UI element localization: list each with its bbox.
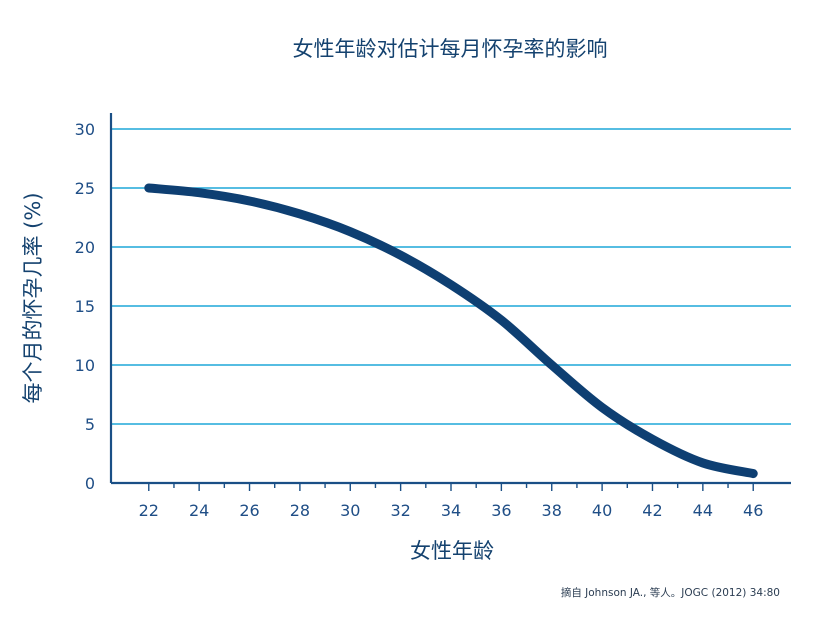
x-tick-label: 42 <box>642 501 662 520</box>
x-axis-ticks: 22 24 26 28 30 32 34 36 38 40 42 44 46 <box>139 483 763 520</box>
y-axis-label: 每个月的怀孕几率 (%) <box>21 192 45 403</box>
x-tick-label: 28 <box>290 501 310 520</box>
x-tick-label: 40 <box>592 501 612 520</box>
x-tick-label: 26 <box>239 501 259 520</box>
y-tick-label: 20 <box>75 238 95 257</box>
y-tick-label: 10 <box>75 356 95 375</box>
x-tick-label: 36 <box>491 501 511 520</box>
x-tick-label: 32 <box>390 501 410 520</box>
y-tick-label: 15 <box>75 297 95 316</box>
x-tick-label: 34 <box>441 501 461 520</box>
grid-lines <box>111 128 791 425</box>
x-tick-label: 44 <box>693 501 713 520</box>
x-tick-label: 46 <box>743 501 763 520</box>
chart-title: 女性年龄对估计每月怀孕率的影响 <box>293 37 608 61</box>
x-tick-label: 38 <box>542 501 562 520</box>
series-group <box>144 183 758 479</box>
x-axis-label: 女性年龄 <box>410 539 494 563</box>
x-tick-label: 22 <box>139 501 159 520</box>
x-tick-label: 24 <box>189 501 209 520</box>
y-tick-label: 25 <box>75 179 95 198</box>
y-tick-label: 5 <box>85 415 95 434</box>
y-axis-ticks: 0 5 10 15 20 25 30 <box>75 120 95 493</box>
y-tick-label: 0 <box>85 474 95 493</box>
y-tick-label: 30 <box>75 120 95 139</box>
x-tick-label: 30 <box>340 501 360 520</box>
series-line-0 <box>144 183 758 479</box>
source-note: 摘自 Johnson JA., 等人。JOGC (2012) 34:80 <box>561 586 780 599</box>
